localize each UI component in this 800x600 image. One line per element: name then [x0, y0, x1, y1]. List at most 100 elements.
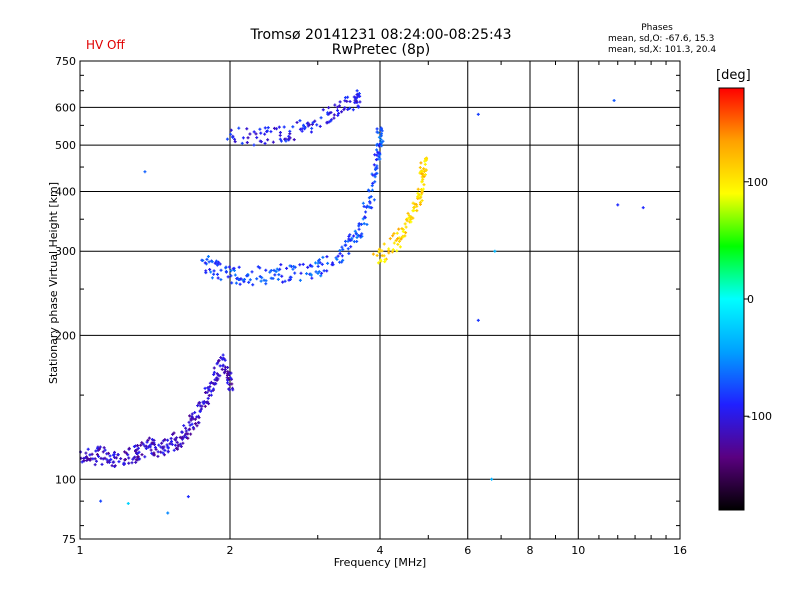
data-point: [377, 135, 381, 139]
data-point: [145, 440, 149, 444]
data-point: [271, 276, 275, 280]
data-point: [308, 263, 312, 267]
data-point: [258, 275, 262, 279]
x-tick-label: 8: [527, 544, 534, 557]
data-point: [210, 276, 214, 280]
data-point: [272, 268, 276, 272]
data-point: [206, 255, 210, 259]
data-point: [94, 459, 98, 463]
data-point: [353, 229, 357, 233]
data-point: [150, 437, 154, 441]
data-point: [380, 132, 384, 136]
data-point: [269, 269, 273, 273]
data-point: [490, 477, 494, 481]
data-point: [215, 376, 219, 380]
data-point: [175, 440, 179, 444]
data-point: [220, 367, 224, 371]
x-tick-label: 2: [227, 544, 234, 557]
data-point: [161, 447, 165, 451]
data-point: [419, 195, 423, 199]
data-point: [196, 414, 200, 418]
x-tick-label: 6: [464, 544, 471, 557]
data-point: [232, 266, 236, 270]
data-point: [230, 382, 234, 386]
data-point: [198, 410, 202, 414]
data-point: [263, 126, 267, 130]
data-point: [106, 460, 110, 464]
data-point: [420, 169, 424, 173]
data-point: [407, 214, 411, 218]
data-point: [156, 454, 160, 458]
data-point: [206, 396, 210, 400]
data-point: [354, 99, 358, 103]
data-point: [375, 164, 379, 168]
data-point: [306, 265, 310, 269]
data-point: [160, 441, 164, 445]
data-point: [322, 269, 326, 273]
data-point: [233, 137, 237, 141]
data-point: [216, 272, 220, 276]
data-point: [200, 404, 204, 408]
data-point: [112, 452, 116, 456]
data-point: [203, 261, 207, 265]
data-point: [641, 206, 645, 210]
data-point: [329, 110, 333, 114]
data-point: [380, 144, 384, 148]
y-tick-label: 750: [55, 55, 76, 68]
data-point: [404, 231, 408, 235]
data-point: [319, 274, 323, 278]
data-point: [344, 243, 348, 247]
data-point: [337, 111, 341, 115]
data-point: [314, 270, 318, 274]
data-point: [411, 201, 415, 205]
data-point: [191, 426, 195, 430]
data-point: [149, 448, 153, 452]
data-point: [370, 188, 374, 192]
data-point: [229, 132, 233, 136]
data-point: [298, 119, 302, 123]
data-point: [237, 278, 241, 282]
data-point: [198, 401, 202, 405]
data-point: [347, 252, 351, 256]
data-point: [191, 417, 195, 421]
data-point: [348, 238, 352, 242]
data-point: [476, 112, 480, 116]
data-point: [230, 281, 234, 285]
data-point: [94, 449, 98, 453]
data-point: [398, 245, 402, 249]
data-point: [176, 444, 180, 448]
data-point: [397, 227, 401, 231]
data-point: [274, 270, 278, 274]
data-point: [319, 116, 323, 120]
data-point: [360, 232, 364, 236]
data-point: [266, 138, 270, 142]
data-point: [346, 108, 350, 112]
data-point: [255, 136, 259, 140]
data-point: [406, 211, 410, 215]
data-point: [184, 426, 188, 430]
data-point: [173, 443, 177, 447]
data-point: [214, 259, 218, 263]
data-point: [204, 271, 208, 275]
data-point: [206, 400, 210, 404]
data-point: [372, 198, 376, 202]
data-point: [388, 237, 392, 241]
data-point: [310, 264, 314, 268]
data-point: [147, 436, 151, 440]
data-point: [316, 264, 320, 268]
data-point: [247, 280, 251, 284]
data-point: [172, 431, 176, 435]
data-point: [416, 187, 420, 191]
data-point: [349, 245, 353, 249]
data-point: [195, 424, 199, 428]
data-point: [310, 126, 314, 130]
data-point: [152, 438, 156, 442]
data-point: [159, 450, 163, 454]
data-point: [136, 455, 140, 459]
data-point: [394, 238, 398, 242]
data-point: [221, 353, 225, 357]
data-point: [212, 366, 216, 370]
data-point: [245, 127, 249, 131]
data-point: [279, 139, 283, 143]
data-point: [355, 95, 359, 99]
